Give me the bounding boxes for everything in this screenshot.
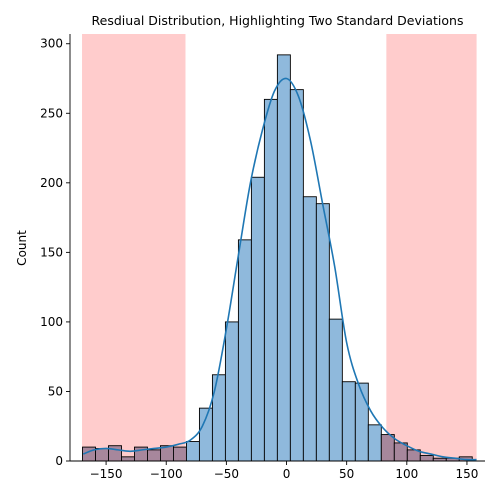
histogram-bar [250,176,265,462]
y-tick-label: 300 [40,37,63,51]
x-tick-label: 0 [283,467,291,481]
y-tick-label: 100 [40,315,63,329]
histogram-bar [354,382,369,462]
y-tick-label: 0 [55,454,63,468]
highlight-regions [82,34,477,461]
x-axis: −150 −100 −50 0 50 100 150 [70,460,485,481]
histogram-bar [172,446,187,462]
histogram-bar [224,321,239,462]
x-tick-label: 50 [339,467,354,481]
histogram-bar [419,454,434,462]
histogram-bar [302,196,317,462]
x-tick-label: −100 [150,467,183,481]
x-tick-label: 150 [456,467,479,481]
y-axis: 0 50 100 150 200 250 300 [40,34,71,468]
histogram-bar [367,424,382,462]
y-tick-label: 50 [48,384,63,398]
y-axis-label: Count [15,230,29,266]
y-tick-label: 200 [40,176,63,190]
histogram-bar [147,449,161,462]
histogram-bar [237,239,252,462]
histogram-bar [328,318,343,462]
highlight-region-2 [386,34,477,461]
histogram-bar [185,441,200,462]
histogram-bar [211,374,226,462]
x-tick-label: −150 [90,467,123,481]
histogram-bar [263,98,278,462]
y-tick-label: 250 [40,106,63,120]
histogram-bar [95,448,109,462]
histogram-bar [380,434,395,462]
highlight-region-1 [82,34,186,461]
histogram-bar [121,456,135,462]
kde-curve [82,77,477,461]
chart-title: Resdiual Distribution, Highlighting Two … [92,13,464,28]
histogram-bar [341,381,356,462]
x-tick-label: −50 [214,467,239,481]
histogram-bar [276,54,291,462]
histogram-bar [315,203,330,462]
histogram-bar [289,89,304,462]
x-tick-label: 100 [395,467,418,481]
y-tick-label: 150 [40,245,63,259]
